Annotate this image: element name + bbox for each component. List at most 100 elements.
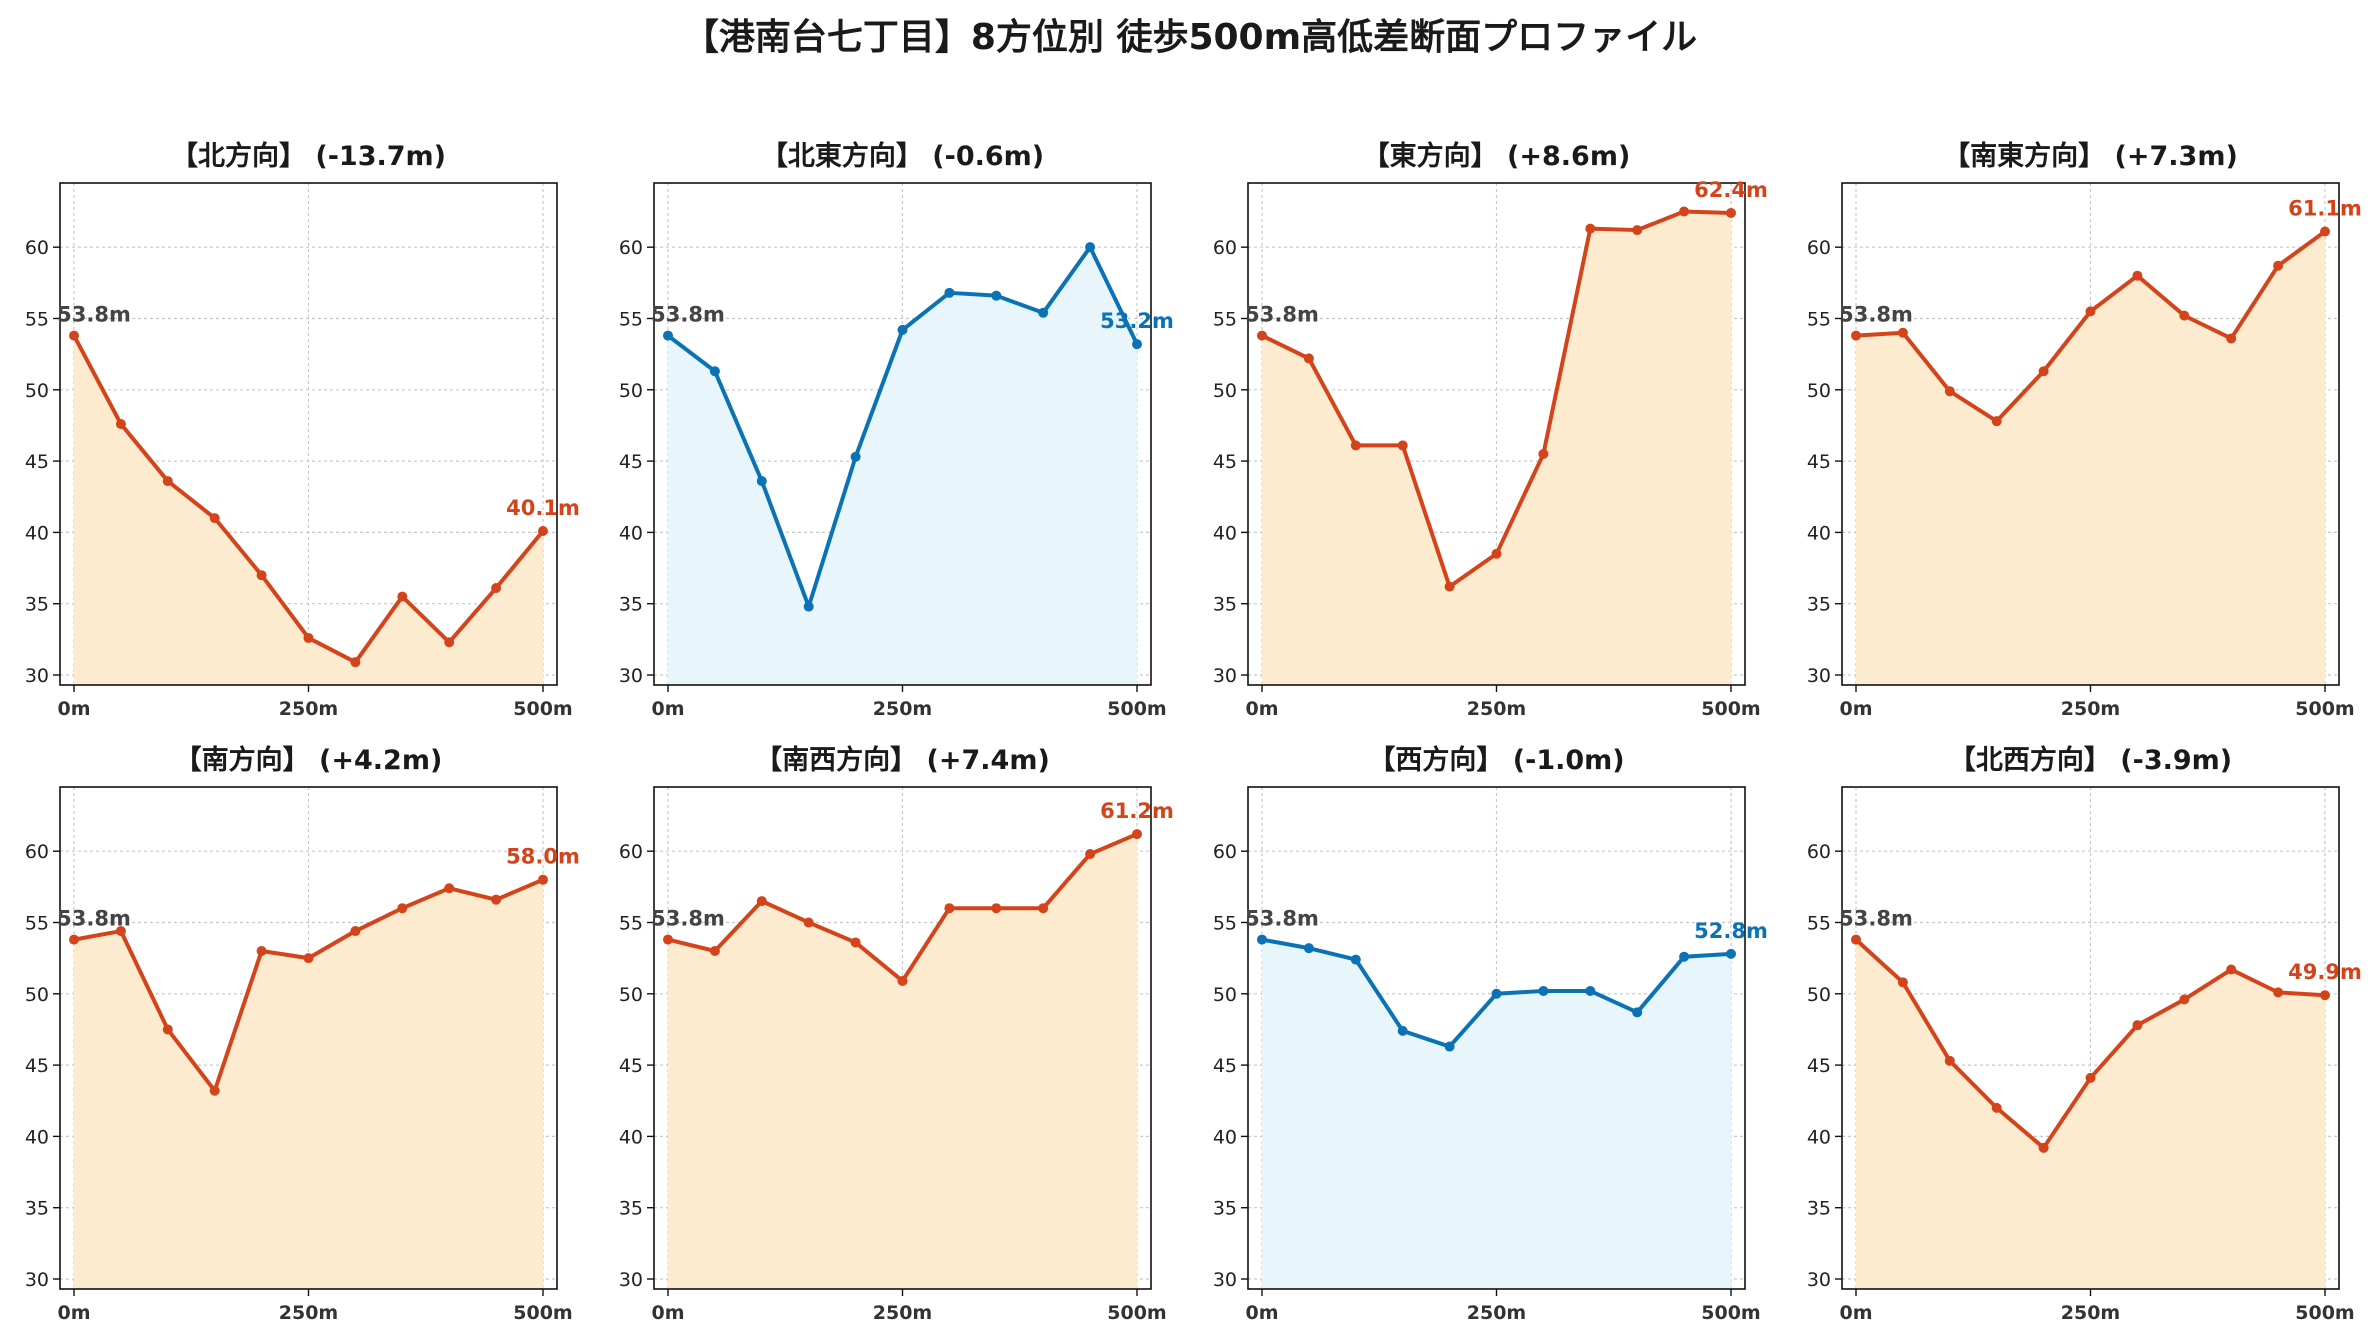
data-point [491, 894, 502, 905]
y-tick-label: 60 [25, 841, 49, 863]
x-tick-label: 250m [2061, 698, 2120, 720]
data-point [1350, 954, 1361, 965]
data-point [2132, 1020, 2143, 1031]
y-tick-label: 50 [25, 984, 49, 1006]
chart-panel: 【東方向】 (+8.6m) 30 35 40 45 50 55 60 0m 250m 500m 53.… [1213, 140, 1768, 720]
y-tick-label: 55 [1213, 308, 1237, 330]
chart-panel: 【南東方向】 (+7.3m) 30 35 40 45 50 55 60 0m 250m 500m 53… [1807, 140, 2362, 720]
data-point [491, 583, 502, 594]
y-tick-label: 55 [25, 308, 49, 330]
y-tick-label: 60 [1213, 841, 1237, 863]
x-tick-label: 250m [873, 698, 932, 720]
y-tick-label: 55 [619, 308, 643, 330]
data-point [1585, 985, 1596, 996]
y-tick-label: 50 [1807, 984, 1831, 1006]
panel-title: 【北東方向】 (-0.6m) [761, 140, 1044, 172]
data-point [756, 896, 767, 907]
data-point [756, 476, 767, 487]
data-point [850, 937, 861, 948]
y-tick-label: 50 [619, 984, 643, 1006]
y-tick-label: 35 [1807, 1198, 1831, 1220]
y-tick-label: 35 [25, 1198, 49, 1220]
data-point [897, 324, 908, 335]
data-point [2085, 1072, 2096, 1083]
data-point [162, 1024, 173, 1035]
x-tick-label: 0m [651, 1302, 684, 1324]
y-tick-label: 50 [1213, 984, 1237, 1006]
panel-title: 【北方向】 (-13.7m) [171, 140, 446, 172]
data-point [944, 287, 955, 298]
end-value-label: 58.0m [506, 845, 580, 869]
data-point [350, 657, 361, 668]
chart-panel: 【南方向】 (+4.2m) 30 35 40 45 50 55 60 0m 250m 500m 53.… [25, 744, 580, 1324]
data-point [991, 903, 1002, 914]
y-tick-label: 35 [619, 594, 643, 616]
y-tick-label: 30 [1807, 665, 1831, 687]
x-tick-label: 0m [57, 698, 90, 720]
data-point [1132, 829, 1142, 840]
data-point [115, 926, 126, 937]
x-tick-label: 250m [1467, 1302, 1526, 1324]
data-point [2226, 964, 2237, 975]
data-point [303, 632, 314, 643]
data-point [1257, 934, 1267, 945]
data-point [2273, 260, 2284, 271]
data-point [303, 953, 314, 964]
data-point [2085, 306, 2096, 317]
x-tick-label: 500m [1701, 1302, 1760, 1324]
data-point [397, 591, 408, 602]
data-point [1132, 339, 1142, 350]
y-tick-label: 35 [25, 594, 49, 616]
y-tick-label: 55 [25, 912, 49, 934]
data-point [1897, 327, 1908, 338]
y-tick-label: 45 [619, 451, 643, 473]
data-point [256, 570, 267, 581]
data-point [803, 917, 814, 928]
data-point [1679, 206, 1690, 217]
area-fill [74, 335, 543, 685]
figure-title: 【港南台七丁目】8方位別 徒歩500m高低差断面プロファイル [682, 17, 1698, 58]
y-tick-label: 60 [619, 841, 643, 863]
data-point [209, 1085, 220, 1096]
y-tick-label: 40 [619, 1126, 643, 1148]
y-tick-label: 55 [1213, 912, 1237, 934]
x-tick-label: 500m [2295, 1302, 2354, 1324]
y-tick-label: 30 [1213, 1269, 1237, 1291]
data-point [256, 946, 267, 957]
area-fill [1262, 211, 1731, 685]
y-tick-label: 35 [1213, 1198, 1237, 1220]
y-tick-label: 50 [619, 380, 643, 402]
panel-title: 【南東方向】 (+7.3m) [1943, 140, 2238, 172]
data-point [709, 946, 720, 957]
data-point [1538, 985, 1549, 996]
x-tick-label: 250m [1467, 698, 1526, 720]
data-point [1851, 330, 1861, 341]
data-point [2132, 270, 2143, 281]
y-tick-label: 35 [1807, 594, 1831, 616]
data-point [663, 330, 673, 341]
data-point [1585, 223, 1596, 234]
y-tick-label: 40 [1807, 1126, 1831, 1148]
y-tick-label: 45 [1213, 1055, 1237, 1077]
chart-panel: 【北東方向】 (-0.6m) 30 35 40 45 50 55 60 0m 250m 500m 53… [619, 140, 1174, 720]
data-point [1491, 548, 1502, 559]
data-point [1991, 1102, 2002, 1113]
y-tick-label: 30 [25, 1269, 49, 1291]
data-point [397, 903, 408, 914]
y-tick-label: 60 [1807, 237, 1831, 259]
end-value-label: 49.9m [2288, 960, 2362, 984]
y-tick-label: 40 [25, 1126, 49, 1148]
data-point [1085, 849, 1096, 860]
y-tick-label: 45 [1213, 451, 1237, 473]
end-value-label: 61.1m [2288, 196, 2362, 220]
data-point [803, 601, 814, 612]
y-tick-label: 45 [619, 1055, 643, 1077]
data-point [1085, 242, 1096, 253]
data-point [709, 366, 720, 377]
end-value-label: 53.2m [1100, 309, 1174, 333]
y-tick-label: 45 [25, 1055, 49, 1077]
y-tick-label: 55 [1807, 912, 1831, 934]
y-tick-label: 40 [25, 522, 49, 544]
y-tick-label: 60 [25, 237, 49, 259]
